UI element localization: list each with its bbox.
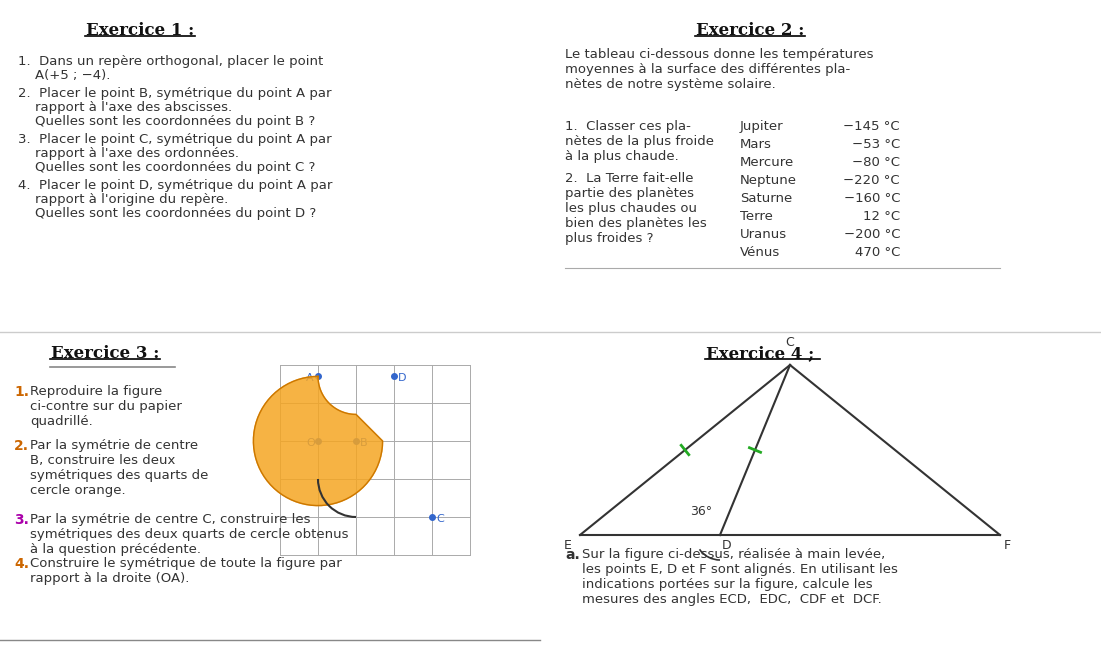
Text: 36°: 36° [690, 505, 712, 518]
Text: Le tableau ci-dessous donne les températures
moyennes à la surface des différent: Le tableau ci-dessous donne les températ… [565, 48, 873, 91]
Text: C: C [436, 514, 444, 524]
Text: Par la symétrie de centre C, construire les
symétriques des deux quarts de cercl: Par la symétrie de centre C, construire … [30, 513, 349, 556]
Text: 470 °C: 470 °C [854, 246, 900, 259]
Text: Exercice 2 :: Exercice 2 : [696, 22, 804, 39]
Text: B: B [360, 438, 368, 448]
Text: 1.: 1. [14, 385, 29, 399]
Text: Exercice 1 :: Exercice 1 : [86, 22, 194, 39]
Text: Quelles sont les coordonnées du point D ?: Quelles sont les coordonnées du point D … [18, 207, 316, 220]
Text: Neptune: Neptune [740, 174, 797, 187]
Text: Mars: Mars [740, 138, 772, 151]
Text: 3.: 3. [14, 513, 29, 527]
Text: 2.  Placer le point B, symétrique du point A par: 2. Placer le point B, symétrique du poin… [18, 87, 331, 100]
Text: 2.  La Terre fait-elle
partie des planètes
les plus chaudes ou
bien des planètes: 2. La Terre fait-elle partie des planète… [565, 172, 707, 245]
Text: 1.  Dans un repère orthogonal, placer le point: 1. Dans un repère orthogonal, placer le … [18, 55, 324, 68]
Text: Quelles sont les coordonnées du point C ?: Quelles sont les coordonnées du point C … [18, 161, 315, 174]
Text: rapport à l'axe des abscisses.: rapport à l'axe des abscisses. [18, 101, 232, 114]
Text: D: D [722, 539, 732, 552]
Text: rapport à l'origine du repère.: rapport à l'origine du repère. [18, 193, 228, 206]
Text: Saturne: Saturne [740, 192, 793, 205]
Text: Jupiter: Jupiter [740, 120, 784, 133]
Text: Vénus: Vénus [740, 246, 781, 259]
Text: Sur la figure ci-dessus, réalisée à main levée,
les points E, D et F sont aligné: Sur la figure ci-dessus, réalisée à main… [582, 548, 898, 606]
Text: F: F [1004, 539, 1011, 552]
Text: −145 °C: −145 °C [843, 120, 900, 133]
Text: D: D [397, 374, 406, 383]
Text: 4.  Placer le point D, symétrique du point A par: 4. Placer le point D, symétrique du poin… [18, 179, 333, 192]
Text: C: C [786, 336, 795, 349]
Text: Terre: Terre [740, 210, 773, 223]
Text: Reproduire la figure
ci-contre sur du papier
quadrillé.: Reproduire la figure ci-contre sur du pa… [30, 385, 182, 428]
Text: −200 °C: −200 °C [843, 228, 900, 241]
Text: O: O [306, 438, 315, 448]
Text: Exercice 3 :: Exercice 3 : [51, 345, 160, 362]
Text: Construire le symétrique de toute la figure par
rapport à la droite (OA).: Construire le symétrique de toute la fig… [30, 557, 341, 585]
Text: −220 °C: −220 °C [843, 174, 900, 187]
Text: E: E [564, 539, 573, 552]
Text: Quelles sont les coordonnées du point B ?: Quelles sont les coordonnées du point B … [18, 115, 315, 128]
Text: A: A [306, 374, 314, 383]
Text: 2.: 2. [14, 439, 29, 453]
Text: Mercure: Mercure [740, 156, 794, 169]
Text: Uranus: Uranus [740, 228, 787, 241]
Polygon shape [253, 376, 383, 506]
Text: −53 °C: −53 °C [852, 138, 900, 151]
Text: 12 °C: 12 °C [863, 210, 900, 223]
Text: Par la symétrie de centre
B, construire les deux
symétriques des quarts de
cercl: Par la symétrie de centre B, construire … [30, 439, 208, 497]
Text: −80 °C: −80 °C [852, 156, 900, 169]
Text: 3.  Placer le point C, symétrique du point A par: 3. Placer le point C, symétrique du poin… [18, 133, 331, 146]
Text: rapport à l'axe des ordonnées.: rapport à l'axe des ordonnées. [18, 147, 239, 160]
Text: 4.: 4. [14, 557, 29, 571]
Text: Exercice 4 ;: Exercice 4 ; [706, 345, 814, 362]
Text: a.: a. [565, 548, 580, 562]
Text: −160 °C: −160 °C [843, 192, 900, 205]
Text: 1.  Classer ces pla-
nètes de la plus froide
à la plus chaude.: 1. Classer ces pla- nètes de la plus fro… [565, 120, 715, 163]
Text: A(+5 ; −4).: A(+5 ; −4). [18, 69, 110, 82]
